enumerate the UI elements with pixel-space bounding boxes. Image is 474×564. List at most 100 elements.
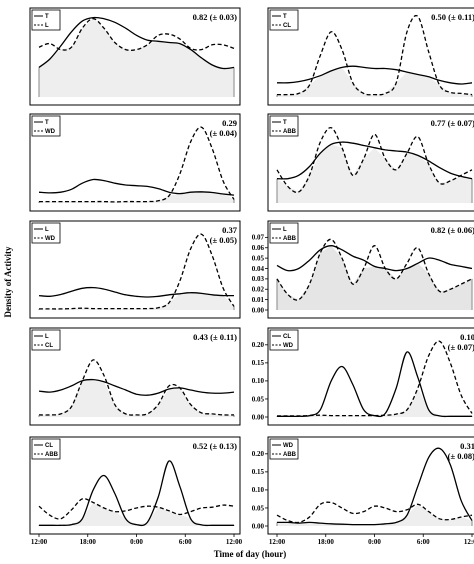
overlap-coefficient: 0.43 (± 0.11)	[193, 332, 237, 342]
y-tick-label: 0.03	[252, 275, 265, 283]
panel-frame	[267, 327, 474, 426]
legend-label: CL	[45, 343, 53, 349]
x-axis-title: Time of day (hour)	[214, 549, 287, 559]
x-tick-label: 6:00	[417, 538, 430, 546]
series-line-1	[38, 286, 235, 298]
series-line-2	[276, 14, 473, 96]
legend-label: T	[45, 14, 49, 20]
legend-label: L	[45, 334, 49, 340]
y-tick-label: 0.00	[252, 522, 265, 530]
panel-frame	[267, 436, 474, 535]
overlap-coefficient: 0.52 (± 0.13)	[193, 441, 237, 451]
legend-label: L	[283, 227, 287, 233]
y-axis-title: Density of Activity	[3, 246, 13, 317]
x-tick-label: 12:00	[464, 538, 474, 546]
overlap-error: (± 0.07)	[448, 342, 474, 352]
legend-label: CL	[45, 443, 53, 449]
overlap-area	[39, 18, 234, 98]
y-tick-label: 0.04	[252, 265, 265, 273]
y-tick-label: 0.01	[252, 296, 265, 304]
series-line-2	[38, 359, 235, 416]
panel-4: T ABB 0.77 (± 0.07)	[267, 113, 474, 212]
y-tick-label: 0.00	[252, 306, 265, 314]
panel-frame	[267, 7, 474, 106]
legend-label: WD	[45, 236, 56, 242]
legend-label: WD	[283, 343, 294, 349]
overlap-coefficient: 0.29	[222, 118, 237, 128]
legend-label: ABB	[283, 129, 297, 135]
overlap-area	[277, 388, 472, 417]
overlap-area	[39, 502, 234, 526]
overlap-coefficient: 0.82 (± 0.06)	[431, 225, 474, 235]
series-line-2	[276, 238, 473, 301]
series-line-1	[276, 245, 473, 272]
legend-label: ABB	[283, 452, 297, 458]
overlap-area	[39, 292, 234, 310]
series-line-2	[276, 127, 473, 194]
legend-label: WD	[45, 129, 56, 135]
series-line-2	[39, 233, 235, 310]
series-line-1	[276, 65, 473, 85]
y-tick-label: 0.05	[252, 504, 265, 512]
overlap-error: (± 0.04)	[210, 128, 237, 138]
overlap-area	[39, 191, 234, 203]
x-tick-label: 18:00	[80, 538, 97, 546]
x-tick-label: 6:00	[179, 538, 192, 546]
panel-9: CL ABB 0.52 (± 0.13) 12:00 18:00 0:00 6:00 12:0…	[29, 436, 243, 546]
overlap-error: (± 0.08)	[448, 451, 474, 461]
series-line-1	[276, 141, 473, 180]
panel-10: WD ABB 0.31(± 0.08) 0.00 0.05 0.10 0.15 0.20 12:…	[252, 436, 474, 546]
overlap-area	[277, 504, 472, 526]
overlap-coefficient: 0.10	[460, 332, 474, 342]
overlap-area	[277, 245, 472, 310]
x-tick-label: 12:00	[269, 538, 286, 546]
legend-label: T	[45, 120, 49, 126]
series-line-1	[276, 447, 473, 526]
y-tick-label: 0.10	[252, 377, 265, 385]
series-line-2	[38, 126, 235, 203]
x-tick-label: 12:00	[31, 538, 48, 546]
legend-label: ABB	[45, 452, 59, 458]
panel-7: L CL 0.43 (± 0.11)	[29, 327, 241, 426]
overlap-coefficient: 0.31	[460, 441, 474, 451]
series-line-2	[38, 498, 235, 520]
x-tick-label: 12:00	[226, 538, 243, 546]
y-tick-label: 0.05	[252, 254, 265, 262]
panel-frame	[29, 436, 241, 535]
series-line-2	[38, 18, 235, 51]
x-tick-label: 0:00	[368, 538, 381, 546]
y-tick-label: 0.07	[252, 234, 265, 242]
y-tick-label: 0.02	[252, 286, 265, 294]
legend-label: T	[283, 120, 287, 126]
y-tick-label: 0.20	[252, 341, 265, 349]
overlap-area	[277, 144, 472, 203]
legend-label: T	[283, 14, 287, 20]
y-tick-label: 0.05	[252, 395, 265, 403]
overlap-area	[277, 67, 472, 97]
panel-frame	[29, 327, 241, 426]
y-tick-label: 0.10	[252, 486, 265, 494]
legend-label: ABB	[283, 236, 297, 242]
y-tick-label: 0.06	[252, 244, 265, 252]
legend-label: CL	[283, 23, 291, 29]
panel-2: T CL 0.50 (± 0.11)	[267, 7, 474, 106]
panel-6: L ABB 0.82 (± 0.06) 0.00 0.01 0.02 0.03 0.04 0.0…	[252, 220, 474, 319]
panel-5: L WD 0.37(± 0.05)	[29, 220, 241, 319]
y-tick-label: 0.00	[252, 413, 265, 421]
y-tick-label: 0.20	[252, 450, 265, 458]
series-line-1	[38, 378, 235, 396]
panel-3: T WD 0.29(± 0.04)	[29, 113, 241, 212]
overlap-error: (± 0.05)	[210, 235, 237, 245]
x-tick-label: 0:00	[130, 538, 143, 546]
overlap-coefficient: 0.50 (± 0.11)	[431, 12, 474, 22]
overlap-coefficient: 0.37	[222, 225, 238, 235]
legend-label: CL	[283, 334, 291, 340]
legend-label: WD	[283, 443, 294, 449]
series-line-1	[38, 16, 235, 70]
overlap-coefficient: 0.77 (± 0.07)	[431, 118, 474, 128]
y-tick-label: 0.15	[252, 468, 265, 476]
series-line-2	[276, 501, 473, 524]
legend-label: L	[45, 227, 49, 233]
